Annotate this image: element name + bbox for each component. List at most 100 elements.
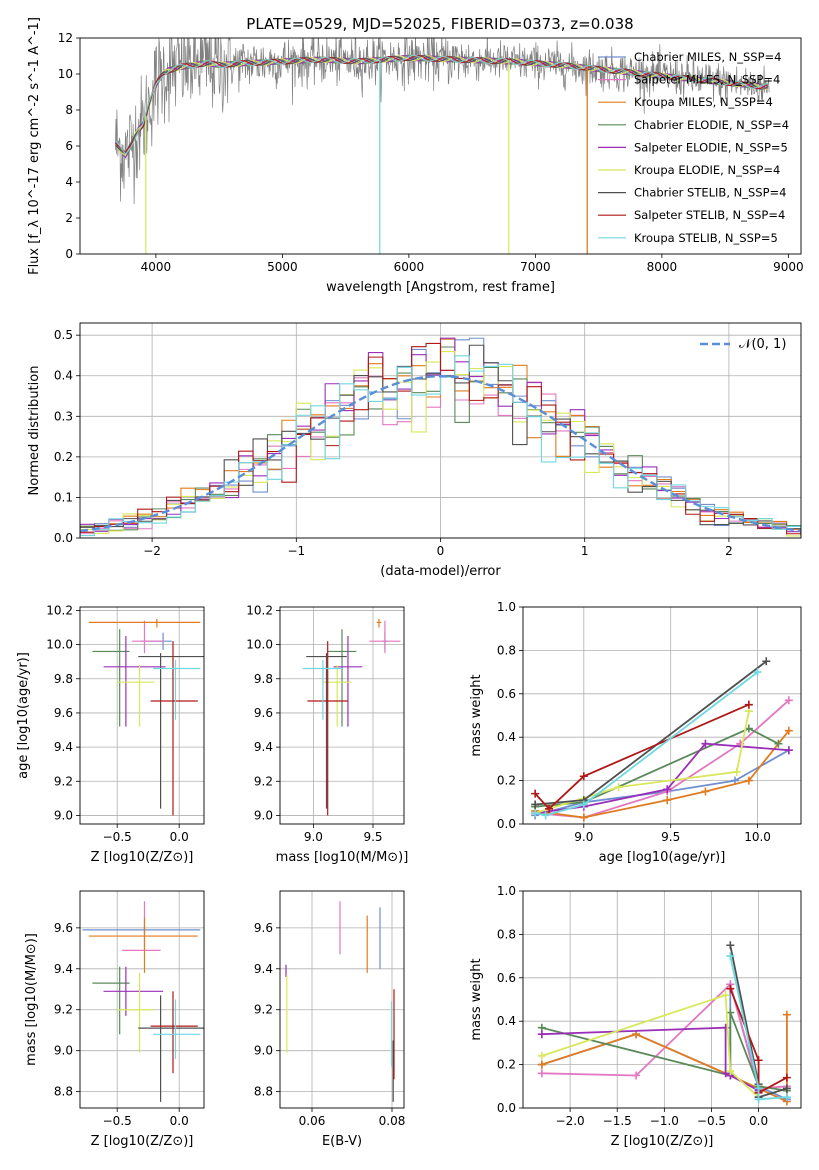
gaussian-curve (80, 374, 801, 533)
weight-marker (726, 1067, 735, 1076)
x-tick-label: 0.08 (379, 1114, 406, 1128)
legend-entry: Salpeter MILES, N_SSP=4 (634, 73, 780, 87)
weight-series-line (535, 671, 759, 817)
axes-frame (522, 890, 802, 1109)
x-tick-label: 9.5 (363, 830, 382, 844)
y-tick-label: 9.8 (54, 672, 73, 686)
y-tick-label: 10.0 (246, 638, 273, 652)
weight-marker (541, 811, 550, 820)
legend-entry: Salpeter ELODIE, N_SSP=5 (634, 140, 788, 154)
errorbar-point (103, 966, 164, 1016)
weight-marker (614, 783, 623, 792)
weight-marker (701, 787, 710, 796)
weight-marker (579, 772, 588, 781)
errorbar-point (153, 999, 201, 1059)
errorbar-point (306, 653, 347, 809)
x-axis-label: mass [log10(M/M⊙)] (276, 850, 409, 865)
y-tick-label: 9.0 (254, 808, 273, 822)
x-tick-label: −0.5 (103, 1114, 132, 1128)
y-tick-label: 10.2 (46, 603, 73, 617)
y-axis-label: mass [log10(M/M⊙)] (24, 933, 39, 1066)
y-tick-label: 1.0 (497, 600, 516, 614)
weight-marker (782, 1010, 791, 1019)
y-tick-label: 9.6 (254, 921, 273, 935)
errorbar-point (117, 665, 155, 727)
weight-marker (782, 1084, 791, 1093)
y-tick-label: 0.3 (54, 409, 73, 423)
x-tick-label: 0 (437, 544, 445, 558)
weight-marker (545, 804, 554, 813)
weight-marker (579, 813, 588, 822)
weight-series-line (541, 993, 760, 1098)
y-tick-label: 0.2 (54, 450, 73, 464)
x-tick-label: −2.0 (556, 1114, 585, 1128)
axes-frame (79, 890, 205, 1109)
x-tick-label: 2 (725, 544, 733, 558)
weight-marker (782, 1073, 791, 1082)
data-spectrum-line (115, 38, 770, 205)
weight-marker (782, 1093, 791, 1102)
y-tick-label: 10.2 (246, 603, 273, 617)
spectrum-plot (114, 38, 770, 254)
weight-marker (784, 726, 793, 735)
histogram-series (80, 355, 801, 537)
figure-title: PLATE=0529, MJD=52025, FIBERID=0373, z=0… (246, 15, 633, 33)
residuals-axes: −2 −1 0 1 2 0.0 0.1 0.2 0.3 0.4 0.5 (54, 323, 801, 558)
weight-series-line (535, 727, 779, 808)
y-tick-label: 0.0 (54, 531, 73, 545)
y-tick-label: 4 (65, 175, 73, 189)
x-tick-label: 0.0 (170, 830, 189, 844)
weight-marker (726, 952, 735, 961)
mass_vs_Z-axes: −0.5 0.0 8.8 9.0 9.2 9.4 9.6 (54, 891, 204, 1128)
errorbar-point (150, 641, 198, 816)
legend-entry: Kroupa MILES, N_SSP=4 (634, 95, 773, 109)
errorbar-point (369, 620, 401, 654)
errorbar-point (103, 636, 166, 727)
x-axis-label: Z [log10(Z/Z⊙)] (91, 1134, 194, 1149)
x-tick-label: 10.0 (744, 830, 771, 844)
legend-entry: Chabrier ELODIE, N_SSP=4 (634, 118, 789, 132)
y-tick-label: 9.2 (54, 1003, 73, 1017)
axes-frame (79, 606, 205, 825)
residual-plot (80, 337, 801, 537)
x-tick-label: 0.0 (749, 1114, 768, 1128)
weight-marker (579, 800, 588, 809)
x-tick-label: −1.0 (650, 1114, 679, 1128)
y-tick-label: 0.6 (497, 971, 516, 985)
y-tick-label: 8.8 (254, 1085, 273, 1099)
y-tick-label: 6 (65, 139, 73, 153)
x-axis-label: Z [log10(Z/Z⊙)] (91, 850, 194, 865)
weight_vs_Z-lines (537, 941, 791, 1106)
y-tick-label: 9.0 (54, 808, 73, 822)
y-tick-label: 8 (65, 103, 73, 117)
x-tick-label: 0.0 (170, 1114, 189, 1128)
weight-marker (732, 767, 741, 776)
errorbar-point (138, 653, 204, 809)
y-tick-label: 0.2 (497, 774, 516, 788)
y-tick-label: 0.2 (497, 1058, 516, 1072)
legend-entry: Chabrier MILES, N_SSP=4 (634, 50, 781, 64)
x-tick-label: −1.5 (603, 1114, 632, 1128)
x-tick-label: −0.5 (697, 1114, 726, 1128)
errorbar-point (307, 641, 348, 816)
x-axis-label: age [log10(age/yr)] (599, 850, 726, 865)
weight-marker (531, 800, 540, 809)
x-tick-label: 5000 (267, 260, 298, 274)
y-tick-label: 9.2 (254, 1003, 273, 1017)
y-tick-label: 1.0 (497, 884, 516, 898)
errorbar-point (92, 966, 130, 1035)
x-tick-label: 9.0 (304, 830, 323, 844)
y-tick-label: 0.0 (497, 817, 516, 831)
y-tick-label: 0.4 (497, 1014, 516, 1028)
spectrum-axes: 4000 5000 6000 7000 8000 9000 0 2 4 6 8 10 12 (58, 31, 804, 274)
x-axis-label: E(B-V) (322, 1134, 362, 1149)
y-tick-label: 8.8 (54, 1085, 73, 1099)
spectrum-legend: Chabrier MILES, N_SSP=4 Salpeter MILES, N… (598, 50, 789, 245)
y-tick-label: 9.4 (54, 962, 73, 976)
y-tick-label: 0.6 (497, 687, 516, 701)
weight-marker (531, 809, 540, 818)
errorbar-point (132, 620, 165, 654)
y-tick-label: 10.0 (46, 638, 73, 652)
age_vs_Z-points (88, 618, 204, 816)
weight-marker (537, 1069, 546, 1078)
